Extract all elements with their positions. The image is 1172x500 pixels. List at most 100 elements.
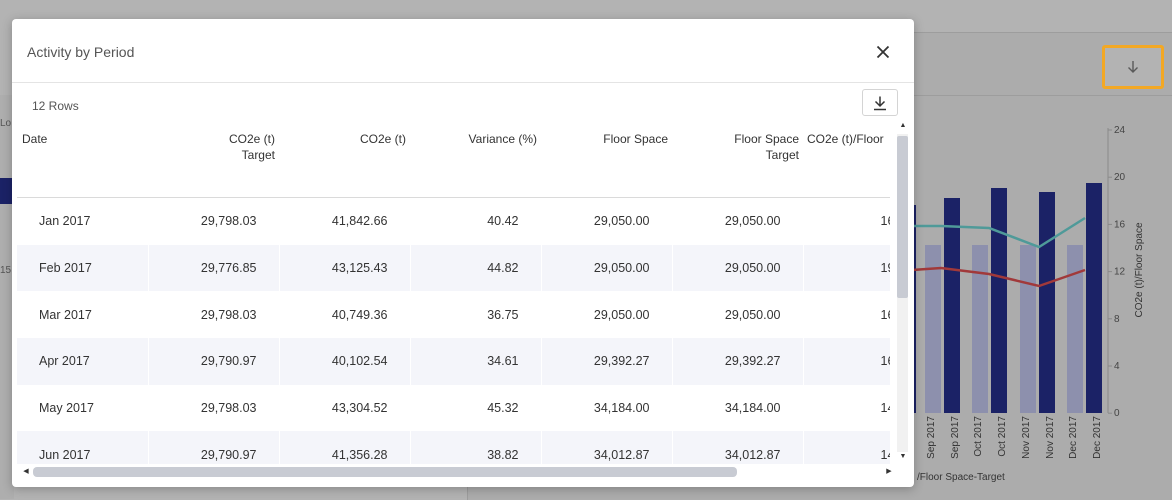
table-row[interactable]: Apr 2017 29,790.97 40,102.54 34.61 29,392.27…: [17, 338, 890, 385]
table-cell: May 2017: [17, 384, 149, 432]
scroll-up-icon[interactable]: ▲: [899, 122, 907, 129]
table-cell: 29,798.03: [148, 291, 280, 339]
table-cell: 40,102.54: [279, 338, 411, 385]
table-download-button[interactable]: [862, 89, 898, 116]
table-cell: Mar 2017: [17, 291, 149, 339]
scroll-left-icon[interactable]: ◀: [23, 468, 29, 475]
table-cell: 19: [803, 244, 890, 292]
chart-download-button[interactable]: [1102, 45, 1164, 89]
table-cell: 38.82: [410, 431, 542, 464]
table-cell: 41,356.28: [279, 431, 411, 464]
table-cell: 29,790.97: [148, 338, 280, 385]
x-tick-label: Dec 2017: [1092, 416, 1103, 459]
table-cell: 14: [803, 431, 890, 464]
table-cell: 40.42: [410, 197, 542, 245]
download-arrow-icon: [1128, 61, 1138, 73]
chart-bar-actual: [1086, 183, 1102, 413]
table-cell: Apr 2017: [17, 338, 149, 385]
chart-bar-target: [925, 245, 941, 413]
table-cell: 29,798.03: [148, 384, 280, 432]
table-row[interactable]: Mar 2017 29,798.03 40,749.36 36.75 29,050.00…: [17, 291, 890, 339]
table-cell: 34,184.00: [672, 384, 804, 432]
column-header[interactable]: CO2e (t) Target: [148, 119, 279, 198]
y-tick-label: 4: [1114, 361, 1120, 372]
chart-bar-target: [1020, 245, 1036, 413]
table-cell: 43,304.52: [279, 384, 411, 432]
table-cell: 29,050.00: [541, 244, 673, 292]
table-cell: 41,842.66: [279, 197, 411, 245]
dialog-title: Activity by Period: [27, 44, 135, 60]
chart-bar-actual: [991, 188, 1007, 413]
table-cell: Feb 2017: [17, 244, 149, 292]
y-tick-label: 8: [1114, 314, 1120, 325]
column-header[interactable]: Floor Space: [541, 119, 672, 198]
table-cell: 40,749.36: [279, 291, 411, 339]
x-tick-label: Oct 2017: [973, 416, 984, 457]
table-cell: 29,050.00: [541, 291, 673, 339]
table-row[interactable]: May 2017 29,798.03 43,304.52 45.32 34,184.00…: [17, 384, 890, 432]
dialog-header: Activity by Period: [12, 19, 914, 83]
vertical-scrollbar[interactable]: ▲ ▼: [894, 122, 910, 464]
table-cell: 29,392.27: [541, 338, 673, 385]
y-axis-label: CO2e (t)/Floor Space: [1134, 222, 1145, 317]
table-cell: 16: [803, 291, 890, 339]
table-cell: Jun 2017: [17, 431, 149, 464]
column-header[interactable]: CO2e (t): [279, 119, 410, 198]
table-cell: 45.32: [410, 384, 542, 432]
table-cell: 29,050.00: [541, 197, 673, 245]
x-tick-label: Sep 2017: [950, 416, 961, 459]
table-cell: 16: [803, 197, 890, 245]
x-tick-label: Dec 2017: [1068, 416, 1079, 459]
table-cell: 36.75: [410, 291, 542, 339]
column-header[interactable]: CO2e (t)/Floor: [803, 119, 890, 198]
activity-dialog: Activity by Period 12 Rows Date CO2e (t) …: [12, 19, 914, 487]
background-left-label-1: Lo: [0, 118, 12, 129]
table-cell: 34.61: [410, 338, 542, 385]
vertical-scroll-thumb[interactable]: [897, 136, 908, 298]
y-tick-label: 0: [1114, 408, 1120, 419]
table-viewport: Date CO2e (t) Target CO2e (t) Variance (%) F…: [17, 119, 890, 464]
scroll-right-icon[interactable]: ▶: [886, 468, 892, 475]
close-button[interactable]: [870, 39, 896, 65]
table-cell: 34,012.87: [672, 431, 804, 464]
x-tick-label: Nov 2017: [1045, 416, 1056, 459]
background-left-label-2: 15: [0, 265, 12, 276]
table-cell: 29,050.00: [672, 197, 804, 245]
row-count: 12 Rows: [32, 99, 79, 113]
table-row[interactable]: Jun 2017 29,790.97 41,356.28 38.82 34,012.87…: [17, 431, 890, 464]
table-cell: 34,012.87: [541, 431, 673, 464]
column-header[interactable]: Floor Space Target: [672, 119, 803, 198]
y-tick-label: 12: [1114, 267, 1126, 278]
table-cell: 14: [803, 384, 890, 432]
table-header-row: Date CO2e (t) Target CO2e (t) Variance (%) F…: [17, 119, 890, 198]
background-left-tab: [0, 178, 12, 204]
table-cell: 43,125.43: [279, 244, 411, 292]
y-tick-label: 24: [1114, 125, 1126, 136]
line-co2e-per-floor-space: [912, 216, 1086, 249]
table-row[interactable]: Jan 2017 29,798.03 41,842.66 40.42 29,050.00…: [17, 197, 890, 245]
line-co2e-per-floor-space-target: [911, 266, 1086, 288]
legend-fragment: /Floor Space-Target: [917, 472, 1005, 483]
chart-bar-actual: [1039, 192, 1055, 413]
table-cell: 29,776.85: [148, 244, 280, 292]
x-tick-label: Oct 2017: [997, 416, 1008, 457]
table-cell: 44.82: [410, 244, 542, 292]
chart-bar-target: [972, 245, 988, 413]
table-cell: 29,050.00: [672, 244, 804, 292]
table-cell: 16: [803, 338, 890, 385]
x-tick-label: Nov 2017: [1021, 416, 1032, 459]
column-header[interactable]: Variance (%): [410, 119, 541, 198]
table-cell: 34,184.00: [541, 384, 673, 432]
activity-table: Date CO2e (t) Target CO2e (t) Variance (%) F…: [17, 119, 890, 464]
download-icon: [874, 96, 886, 110]
y-tick-label: 20: [1114, 172, 1126, 183]
chart-bar-actual: [944, 198, 960, 413]
horizontal-scrollbar[interactable]: ◀ ▶: [20, 465, 898, 479]
table-cell: 29,392.27: [672, 338, 804, 385]
horizontal-scroll-thumb[interactable]: [33, 467, 737, 477]
table-cell: Jan 2017: [17, 197, 149, 245]
column-header[interactable]: Date: [17, 119, 148, 198]
table-cell: 29,790.97: [148, 431, 280, 464]
scroll-down-icon[interactable]: ▼: [899, 453, 907, 460]
table-row[interactable]: Feb 2017 29,776.85 43,125.43 44.82 29,050.00…: [17, 244, 890, 292]
